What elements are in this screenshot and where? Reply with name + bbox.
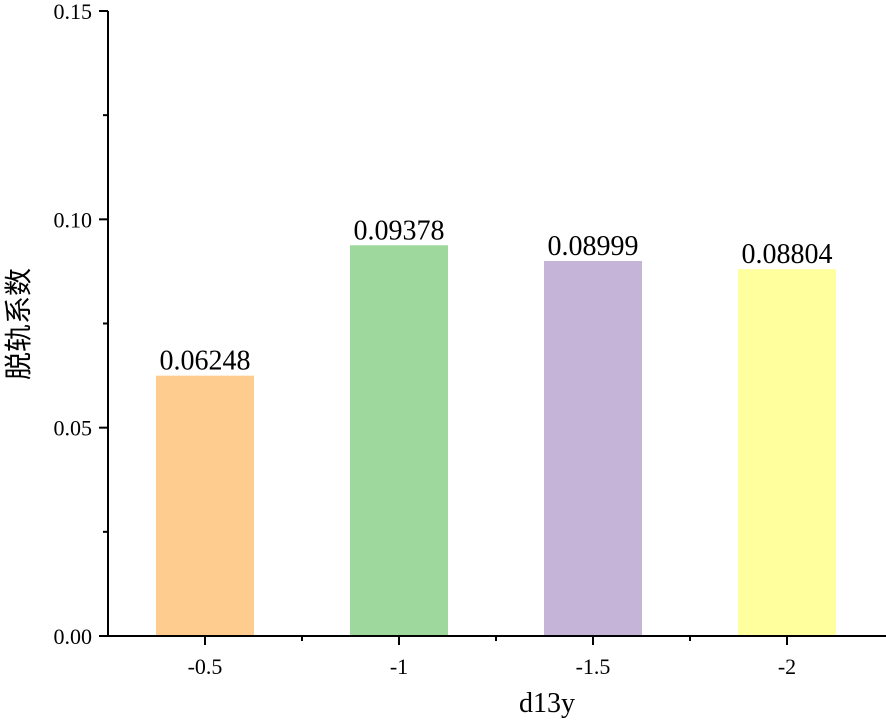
y-tick-label: 0.05 — [54, 416, 93, 441]
x-axis-title: d13y — [519, 688, 575, 719]
y-tick-label: 0.15 — [54, 0, 93, 24]
data-label--1.5: 0.08999 — [548, 231, 639, 262]
x-tick-label: -2 — [778, 654, 796, 679]
bar--0.5 — [156, 375, 254, 636]
x-tick-label: -1 — [390, 654, 408, 679]
y-tick-label: 0.10 — [54, 207, 93, 232]
bar--1 — [350, 245, 448, 636]
data-label--2: 0.08804 — [742, 239, 833, 270]
y-tick-label: 0.00 — [54, 624, 93, 649]
bar--1.5 — [544, 261, 642, 636]
y-ticks-layer: 0.00 0.05 0.10 0.15 — [54, 0, 108, 649]
data-labels-layer: 0.06248 0.09378 0.08999 0.08804 — [160, 215, 833, 376]
bars-layer — [156, 245, 836, 636]
y-axis-title: 脱轨系数 — [3, 268, 35, 380]
data-label--0.5: 0.06248 — [160, 346, 251, 377]
x-tick-label: -0.5 — [188, 654, 223, 679]
x-tick-label: -1.5 — [576, 654, 611, 679]
bar--2 — [738, 269, 836, 636]
x-ticks-layer: -0.5 -1 -1.5 -2 — [188, 636, 796, 679]
data-label--1: 0.09378 — [354, 215, 445, 246]
